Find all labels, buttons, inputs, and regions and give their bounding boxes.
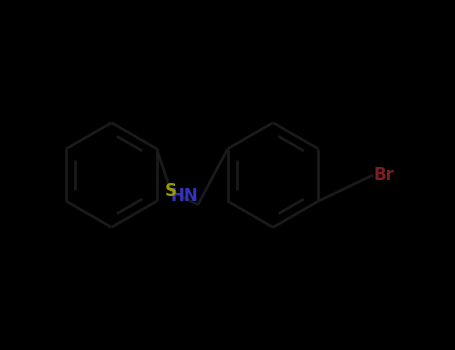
Text: S: S [165,182,177,200]
Text: HN: HN [170,187,198,205]
Text: Br: Br [373,166,394,184]
